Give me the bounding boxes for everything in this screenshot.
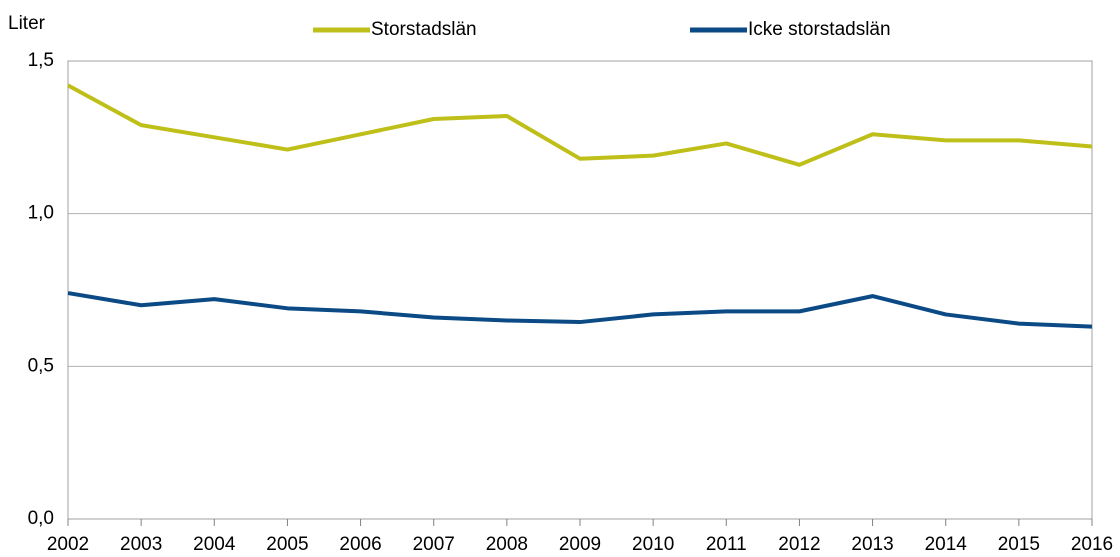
series-line bbox=[67, 291, 1093, 329]
y-tick-label: 1,0 bbox=[28, 203, 54, 224]
x-tick-label: 2006 bbox=[339, 534, 381, 555]
legend-label: Storstadslän bbox=[371, 19, 477, 40]
x-tick-label: 2003 bbox=[120, 534, 162, 555]
x-tick-label: 2002 bbox=[47, 534, 89, 555]
x-tick-label: 2014 bbox=[925, 534, 968, 555]
plot-border bbox=[67, 60, 1093, 520]
x-tick-label: 2005 bbox=[266, 534, 308, 555]
series-line bbox=[67, 83, 1093, 167]
x-tick-label: 2010 bbox=[632, 534, 674, 555]
x-tick-label: 2009 bbox=[559, 534, 601, 555]
y-tick-label: 0,5 bbox=[28, 355, 54, 376]
x-tick-label: 2008 bbox=[486, 534, 528, 555]
x-tick-label: 2016 bbox=[1071, 534, 1113, 555]
x-tick-label: 2012 bbox=[778, 534, 820, 555]
x-tick-label: 2015 bbox=[998, 534, 1040, 555]
y-tick-label: 1,5 bbox=[28, 50, 54, 71]
x-tick-label: 2011 bbox=[706, 534, 747, 555]
y-axis-label: Liter bbox=[8, 13, 46, 34]
x-tick-label: 2013 bbox=[851, 534, 893, 555]
x-tick-label: 2007 bbox=[413, 534, 455, 555]
x-tick-label: 2004 bbox=[193, 534, 236, 555]
y-tick-label: 0,0 bbox=[28, 508, 54, 529]
legend-label: Icke storstadslän bbox=[748, 19, 891, 40]
